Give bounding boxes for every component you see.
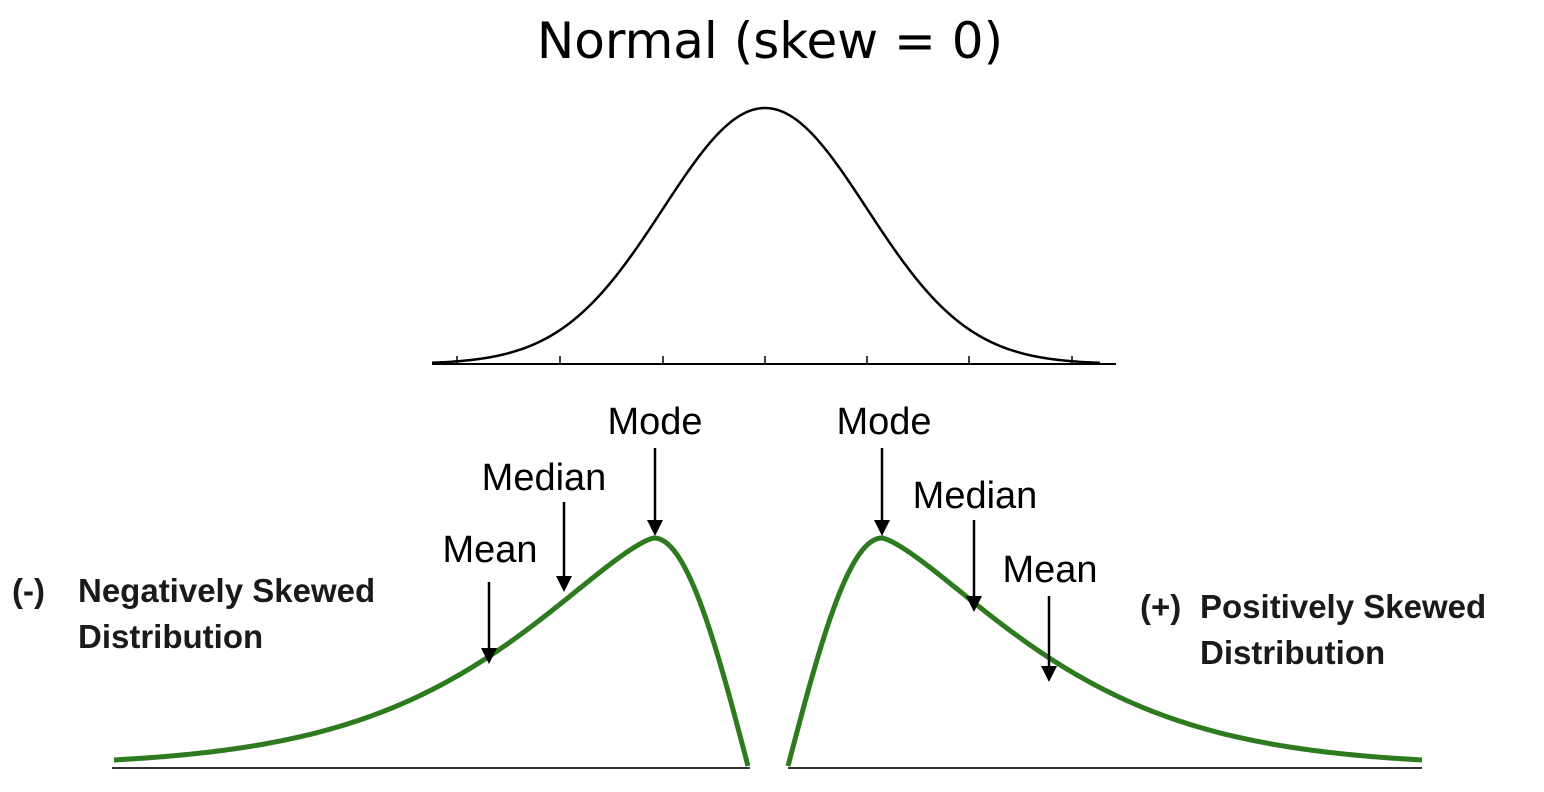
negative-median-label: Median <box>482 457 607 499</box>
negative-skew-subtitle: Distribution <box>78 618 263 655</box>
normal-curve <box>431 106 1101 365</box>
negative-mean-arrow <box>481 582 497 664</box>
negative-mode-label: Mode <box>607 401 702 443</box>
positive-mode-arrow <box>874 448 890 536</box>
positive-skew-title: Positively Skewed <box>1200 588 1486 625</box>
diagram-title: Normal (skew = 0) <box>537 12 1003 70</box>
positive-mean-arrow <box>1041 596 1057 682</box>
positive-skew-distribution: Mode Median Mean (+) Positively Skewed D… <box>785 401 1486 769</box>
negative-skew-title: Negatively Skewed <box>78 572 375 609</box>
negative-mean-label: Mean <box>442 529 537 571</box>
positive-skew-curve <box>785 535 1423 767</box>
negative-skew-sign: (-) <box>12 572 45 609</box>
negative-median-arrow <box>556 502 572 592</box>
negative-mode-arrow <box>647 448 663 536</box>
positive-skew-sign: (+) <box>1140 588 1181 625</box>
negative-skew-curve <box>113 535 751 767</box>
positive-mean-label: Mean <box>1002 549 1097 591</box>
positive-median-label: Median <box>913 475 1038 517</box>
positive-skew-subtitle: Distribution <box>1200 634 1385 671</box>
normal-axis-ticks <box>456 356 1073 364</box>
positive-mode-label: Mode <box>836 401 931 443</box>
negative-skew-distribution: Mode Median Mean (-) Negatively Skewed D… <box>12 401 751 769</box>
positive-median-arrow <box>966 520 982 612</box>
normal-distribution <box>431 106 1116 365</box>
